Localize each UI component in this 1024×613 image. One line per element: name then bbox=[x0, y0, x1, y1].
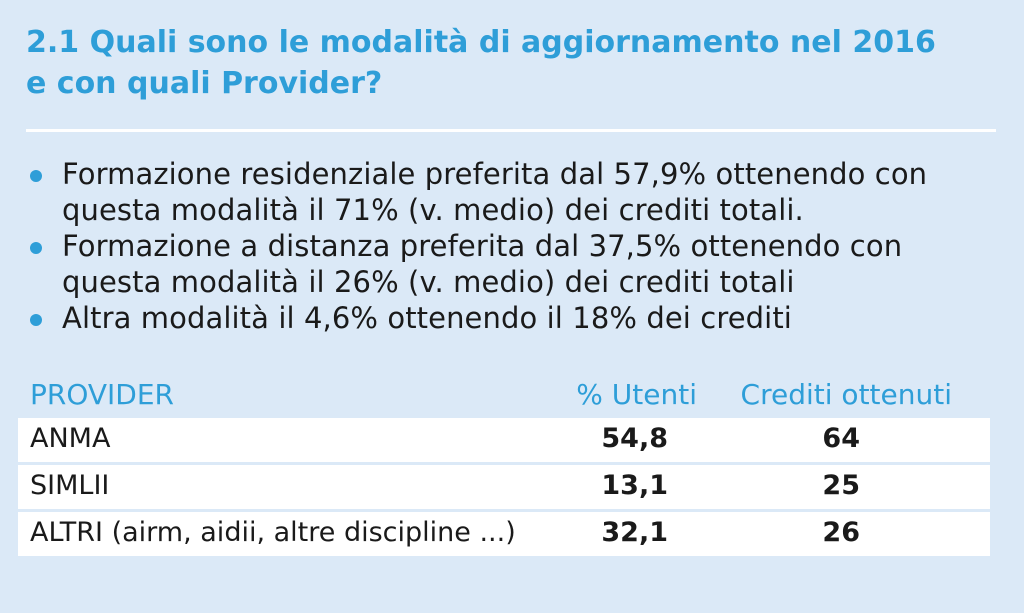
bullet-item-distance: Formazione a distanza preferita dal 37,5… bbox=[0, 228, 1000, 300]
table-header: PROVIDER % Utenti Crediti ottenuti bbox=[18, 374, 990, 418]
page-title: 2.1 Quali sono le modalità di aggiorname… bbox=[26, 22, 986, 104]
cell-credits: 26 bbox=[822, 517, 860, 548]
title-line-1: 2.1 Quali sono le modalità di aggiorname… bbox=[26, 25, 936, 60]
table-row: ALTRI (airm, aidii, altre discipline ...… bbox=[18, 512, 990, 556]
bullet-dot-icon bbox=[30, 242, 42, 254]
cell-provider: SIMLII bbox=[30, 470, 110, 501]
bullet-dot-icon bbox=[30, 314, 42, 326]
cell-credits: 64 bbox=[822, 423, 860, 454]
header-credits: Crediti ottenuti bbox=[740, 378, 952, 411]
header-provider: PROVIDER bbox=[30, 378, 175, 411]
cell-users-percent: 54,8 bbox=[601, 423, 668, 454]
cell-credits: 25 bbox=[822, 470, 860, 501]
cell-provider: ANMA bbox=[30, 423, 111, 454]
bullet-dot-icon bbox=[30, 170, 42, 182]
cell-users-percent: 13,1 bbox=[601, 470, 668, 501]
bullet-item-residential: Formazione residenziale preferita dal 57… bbox=[0, 156, 1000, 228]
bullet-item-other: Altra modalità il 4,6% ottenendo il 18% … bbox=[0, 300, 1000, 336]
cell-provider: ALTRI (airm, aidii, altre discipline ...… bbox=[30, 517, 516, 548]
header-users-percent: % Utenti bbox=[576, 378, 697, 411]
title-line-2: e con quali Provider? bbox=[26, 66, 383, 101]
table-row: ANMA 54,8 64 bbox=[18, 418, 990, 462]
bullet-text-line-2: questa modalità il 26% (v. medio) dei cr… bbox=[62, 265, 795, 299]
provider-table: PROVIDER % Utenti Crediti ottenuti ANMA … bbox=[18, 374, 990, 559]
bullet-text-line-1: Formazione a distanza preferita dal 37,5… bbox=[62, 229, 903, 263]
title-divider bbox=[26, 129, 996, 132]
bullet-list: Formazione residenziale preferita dal 57… bbox=[0, 156, 1000, 336]
table-row: SIMLII 13,1 25 bbox=[18, 465, 990, 509]
cell-users-percent: 32,1 bbox=[601, 517, 668, 548]
bullet-text-line-2: questa modalità il 71% (v. medio) dei cr… bbox=[62, 193, 804, 227]
bullet-text-line-1: Formazione residenziale preferita dal 57… bbox=[62, 157, 928, 191]
bullet-text-line-1: Altra modalità il 4,6% ottenendo il 18% … bbox=[62, 301, 792, 335]
